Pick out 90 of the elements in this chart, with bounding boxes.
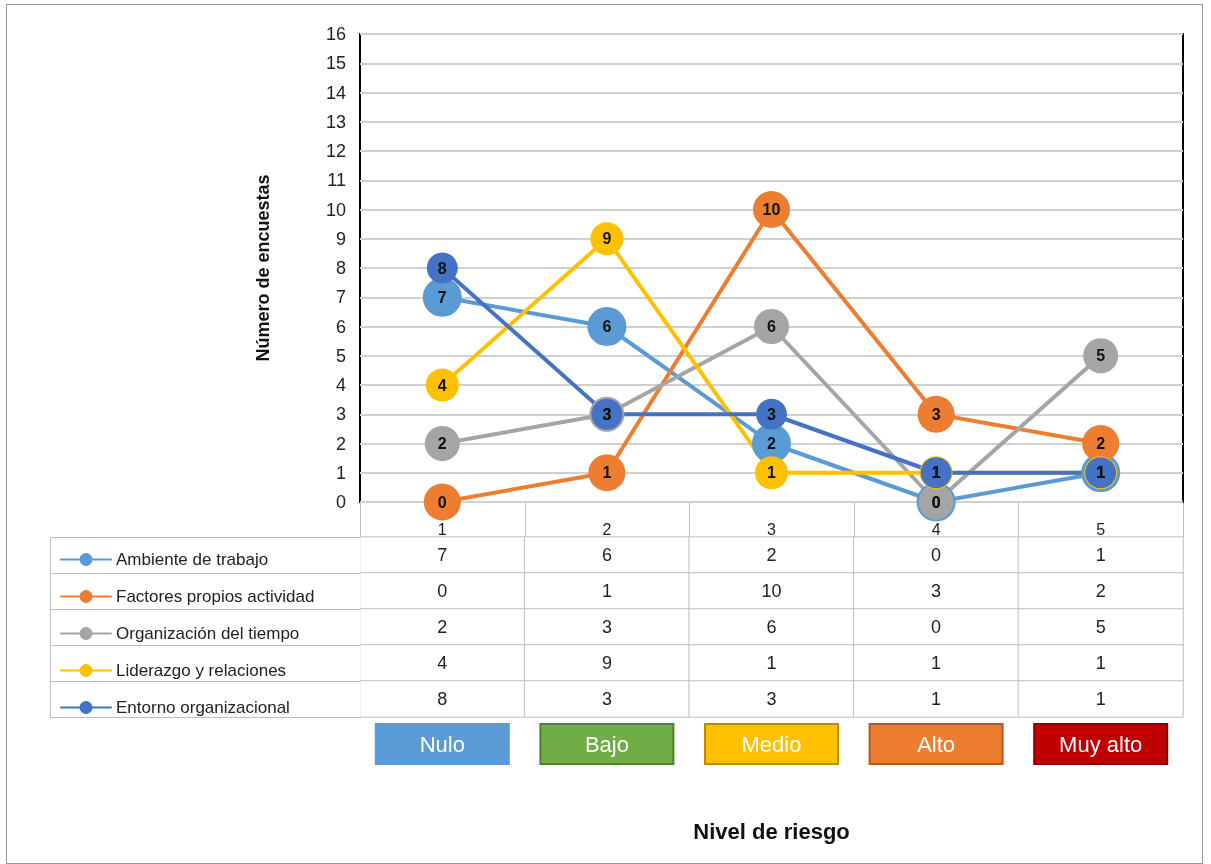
data-label: 2 [1096, 435, 1106, 452]
data-label: 3 [931, 581, 942, 601]
x-tick-label: Alto [917, 731, 956, 757]
data-label: 1 [931, 464, 941, 482]
y-tick-label: 10 [325, 199, 346, 220]
point [422, 277, 462, 317]
data-label: 3 [767, 405, 777, 423]
legend-label: Entorno organizacional [116, 698, 290, 717]
y-tick-label: 12 [325, 141, 346, 161]
data-label: 4 [437, 376, 447, 394]
point [587, 307, 627, 346]
data-label: 5 [1095, 617, 1106, 637]
data-label: 8 [437, 259, 447, 277]
data-label: 1 [931, 653, 942, 673]
x-tick-label: Bajo [584, 731, 629, 757]
data-label: 3 [602, 405, 612, 423]
data-label: 1 [1096, 464, 1106, 482]
data-label: 4 [437, 653, 448, 673]
data-label: 7 [437, 288, 447, 306]
y-tick-label: 15 [325, 53, 346, 74]
point [754, 309, 789, 344]
point [1083, 338, 1119, 374]
y-tick-label: 16 [325, 24, 346, 44]
data-label: 2 [437, 617, 448, 637]
data-label: 1 [1095, 689, 1106, 709]
data-label: 1 [602, 464, 612, 482]
x-axis-title: Nivel de riesgo [693, 818, 850, 844]
data-label: 0 [437, 493, 447, 511]
x-tick-label: 3 [767, 520, 777, 538]
data-label: 6 [601, 545, 612, 565]
data-label: 0 [437, 581, 448, 601]
data-label: 6 [767, 318, 777, 335]
data-label: 2 [1095, 581, 1106, 601]
data-label: 6 [602, 318, 612, 335]
point [424, 426, 460, 461]
data-label: 1 [601, 581, 612, 601]
data-label: 1 [1095, 653, 1106, 673]
legend-label: Ambiente de trabajo [116, 550, 269, 569]
data-label: 2 [766, 545, 777, 565]
y-tick-label: 3 [335, 404, 346, 425]
legend-label: Organización del tiempo [116, 624, 300, 643]
data-label: 1 [1095, 545, 1106, 565]
y-tick-label: 0 [335, 492, 346, 512]
data-label: 10 [761, 581, 782, 601]
data-label: 3 [931, 405, 941, 423]
data-label: 1 [766, 653, 777, 673]
point [423, 483, 461, 521]
data-label: 8 [437, 689, 448, 709]
x-tick-label: Medio [741, 731, 802, 757]
y-tick-label: 11 [327, 170, 346, 191]
y-axis-title: Número de encuestas [253, 174, 273, 362]
y-tick-label: 8 [335, 258, 346, 278]
y-tick-label: 6 [335, 316, 346, 337]
y-tick-label: 7 [335, 287, 346, 308]
data-label: 2 [767, 435, 777, 452]
y-tick-label: 14 [325, 82, 346, 103]
legend-label: Factores propios actividad [116, 587, 315, 606]
data-label: 3 [766, 689, 777, 709]
point [590, 222, 624, 256]
data-label: 3 [601, 617, 612, 637]
data-label: 9 [601, 653, 612, 673]
data-label: 2 [437, 435, 447, 452]
data-label: 9 [602, 230, 612, 248]
x-tick-label: Nulo [419, 731, 465, 757]
y-tick-label: 4 [335, 375, 346, 395]
point [917, 395, 955, 433]
data-label: 1 [931, 689, 942, 709]
x-tick-label: 2 [602, 520, 612, 538]
data-label: 5 [1096, 347, 1106, 365]
x-tick-label: 5 [1096, 520, 1106, 538]
data-label: 0 [931, 493, 941, 511]
y-tick-label: 5 [335, 345, 346, 366]
y-tick-label: 13 [325, 111, 346, 132]
data-label: 6 [766, 617, 777, 637]
y-tick-label: 1 [335, 462, 346, 483]
data-label: 1 [767, 464, 777, 482]
data-label: 0 [931, 545, 942, 565]
legend-label: Liderazgo y relaciones [116, 661, 287, 680]
data-label: 7 [437, 545, 448, 565]
y-tick-label: 9 [335, 228, 346, 249]
x-tick-label: 1 [437, 520, 447, 538]
point [425, 368, 459, 402]
data-label: 10 [762, 201, 781, 218]
point [755, 456, 788, 490]
point [588, 454, 626, 492]
x-tick-label: 4 [931, 520, 941, 538]
data-label: 0 [931, 617, 942, 637]
y-tick-label: 2 [335, 433, 346, 454]
x-tick-label: Muy alto [1059, 731, 1143, 757]
data-label: 3 [601, 689, 612, 709]
